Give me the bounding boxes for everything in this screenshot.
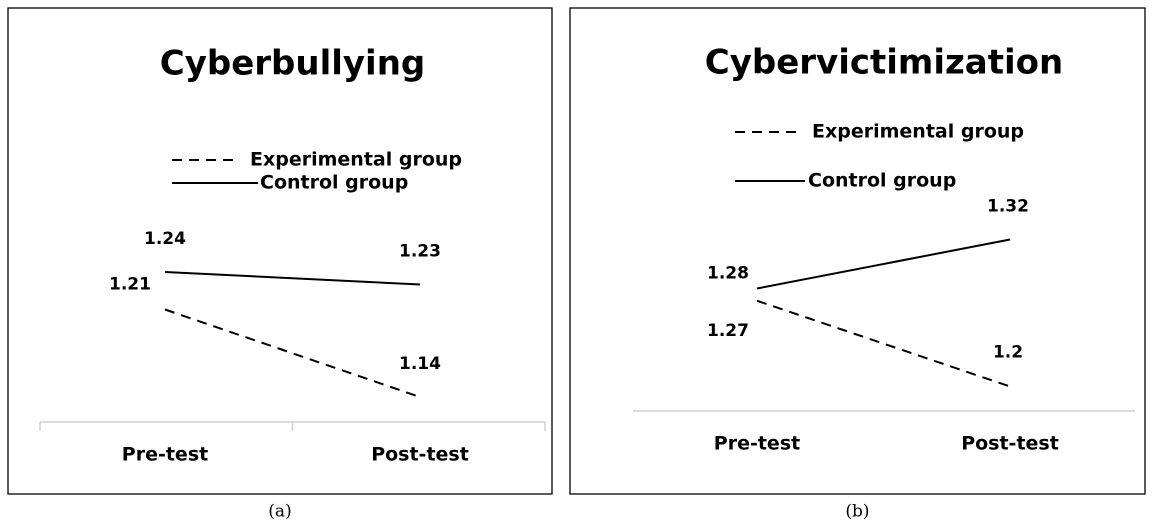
series-line: [164, 308, 421, 398]
legend-label: Experimental group: [250, 149, 462, 171]
panel-border: [569, 7, 1146, 495]
panel-border: [7, 7, 553, 495]
data-label: 1.24: [144, 229, 186, 249]
data-label: 1.28: [707, 264, 749, 284]
series-line: [756, 299, 1011, 388]
legend-label: Experimental group: [812, 121, 1024, 143]
data-label: 1.2: [993, 343, 1023, 363]
chart-title: Cybervictimization: [705, 43, 1063, 83]
legend-label: Control group: [808, 170, 956, 192]
series-line: [756, 238, 1011, 290]
chart-title: Cyberbullying: [160, 44, 426, 84]
x-tick-label: Pre-test: [714, 433, 800, 455]
x-tick-label: Pre-test: [122, 444, 208, 466]
caption: (a): [268, 502, 291, 522]
caption: (b): [845, 502, 869, 522]
data-label: 1.27: [707, 321, 749, 341]
x-tick-label: Post-test: [961, 433, 1059, 455]
data-label: 1.14: [399, 354, 441, 374]
data-label: 1.21: [109, 275, 151, 295]
x-tick-label: Post-test: [371, 444, 469, 466]
data-label: 1.32: [987, 197, 1029, 217]
legend-label: Control group: [260, 172, 408, 194]
series-line: [164, 271, 421, 286]
data-label: 1.23: [399, 242, 441, 262]
